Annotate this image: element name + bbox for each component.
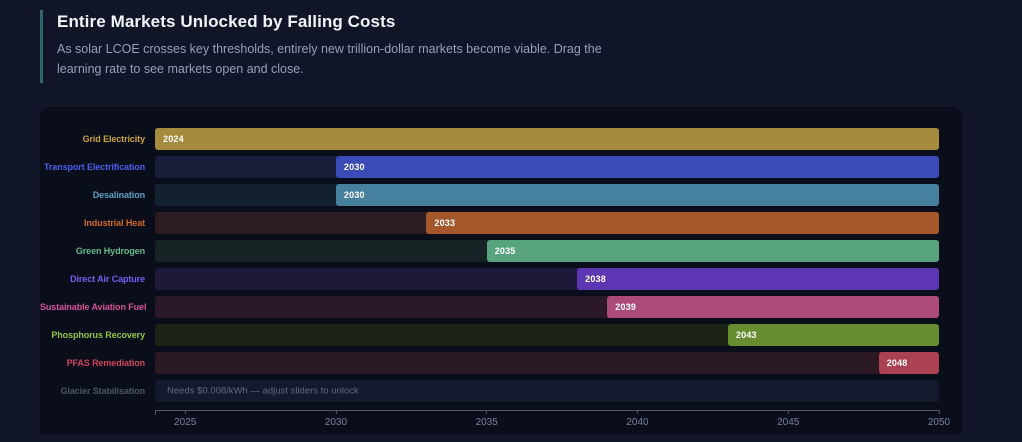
unlock-year-label: 2038 bbox=[585, 274, 606, 284]
tick-mark bbox=[335, 410, 337, 414]
tick-label: 2045 bbox=[777, 417, 800, 428]
unlock-year-label: 2024 bbox=[163, 134, 184, 144]
tick-label: 2050 bbox=[927, 417, 951, 428]
market-row: Green Hydrogen 2035 bbox=[40, 237, 939, 265]
tick-label: 2035 bbox=[475, 417, 498, 428]
x-axis-tick: 2035 bbox=[476, 410, 498, 428]
market-label: Glacier Stabilisation bbox=[60, 386, 146, 396]
chart-panel: Grid Electricity 2024 Transport Electrif… bbox=[40, 107, 962, 434]
unlock-year-label: 2030 bbox=[343, 190, 365, 200]
market-label: PFAS Remediation bbox=[66, 358, 146, 368]
x-axis-tick: 2045 bbox=[777, 410, 799, 428]
market-unlock-bar: 2039 bbox=[607, 296, 939, 318]
header: Entire Markets Unlocked by Falling Costs… bbox=[40, 10, 1022, 83]
x-axis-tick: 2025 bbox=[174, 410, 196, 428]
market-row: PFAS Remediation 2048 bbox=[40, 349, 939, 377]
market-track: 2033 bbox=[155, 212, 939, 234]
market-label: Green Hydrogen bbox=[75, 246, 145, 256]
tick-mark bbox=[787, 410, 789, 414]
tick-mark bbox=[184, 410, 186, 414]
x-axis-tick: 2050 bbox=[928, 410, 950, 428]
market-unlock-bar: 2030 bbox=[335, 156, 939, 178]
market-track: 2030 bbox=[155, 156, 939, 178]
unlock-year-label: 2039 bbox=[615, 302, 637, 312]
market-unlock-bar: 2035 bbox=[486, 240, 939, 262]
market-label: Direct Air Capture bbox=[70, 274, 145, 284]
tick-label: 2030 bbox=[324, 417, 348, 428]
market-track: 2039 bbox=[155, 296, 939, 318]
page-subtitle: As solar LCOE crosses key thresholds, en… bbox=[57, 42, 602, 76]
locked-message: Needs $0.008/kWh — adjust sliders to unl… bbox=[167, 385, 359, 397]
market-label: Desalination bbox=[92, 190, 145, 200]
market-label: Transport Electrification bbox=[43, 162, 145, 172]
tick-label: 2040 bbox=[626, 417, 649, 428]
market-unlock-bar: 2038 bbox=[577, 268, 939, 290]
market-track: 2048 bbox=[155, 352, 939, 374]
market-track: Needs $0.008/kWh — adjust sliders to unl… bbox=[155, 380, 939, 402]
chart-rows: Grid Electricity 2024 Transport Electrif… bbox=[40, 125, 939, 405]
market-row: Glacier Stabilisation Needs $0.008/kWh —… bbox=[40, 377, 939, 405]
market-track: 2035 bbox=[155, 240, 939, 262]
market-label: Industrial Heat bbox=[83, 218, 145, 228]
market-row: Phosphorus Recovery 2043 bbox=[40, 321, 939, 349]
market-row: Grid Electricity 2024 bbox=[40, 125, 939, 153]
unlock-year-label: 2048 bbox=[886, 358, 908, 368]
market-track: 2043 bbox=[155, 324, 939, 346]
market-row: Transport Electrification 2030 bbox=[40, 153, 939, 181]
market-unlock-bar: 2030 bbox=[335, 184, 939, 206]
page-title: Entire Markets Unlocked by Falling Costs bbox=[57, 12, 396, 31]
market-unlock-bar: 2048 bbox=[878, 352, 939, 374]
unlock-year-label: 2033 bbox=[434, 218, 456, 228]
unlock-year-label: 2043 bbox=[735, 330, 757, 340]
market-label: Phosphorus Recovery bbox=[51, 330, 145, 340]
market-unlock-bar: 2024 bbox=[155, 128, 939, 150]
market-row: Direct Air Capture 2038 bbox=[40, 265, 939, 293]
market-track: 2024 bbox=[155, 128, 939, 150]
x-axis-line bbox=[155, 410, 939, 415]
market-row: Sustainable Aviation Fuel 2039 bbox=[40, 293, 939, 321]
market-unlock-bar: 2043 bbox=[727, 324, 939, 346]
tick-mark bbox=[636, 410, 638, 414]
x-axis-tick: 2040 bbox=[626, 410, 649, 428]
x-axis-tick: 2030 bbox=[325, 410, 347, 428]
market-label: Sustainable Aviation Fuel bbox=[40, 302, 147, 312]
market-unlock-bar: 2033 bbox=[426, 212, 939, 234]
market-row: Industrial Heat 2033 bbox=[40, 209, 939, 237]
x-axis: 2025 2030 2035 2040 2045 2050 bbox=[155, 410, 950, 442]
market-row: Desalination 2030 bbox=[40, 181, 939, 209]
market-track: 2038 bbox=[155, 268, 939, 290]
tick-label: 2025 bbox=[174, 417, 197, 428]
tick-mark bbox=[938, 410, 940, 414]
unlock-year-label: 2030 bbox=[343, 162, 365, 172]
tick-mark bbox=[486, 410, 488, 414]
unlock-year-label: 2035 bbox=[494, 246, 516, 256]
market-track: 2030 bbox=[155, 184, 939, 206]
market-label: Grid Electricity bbox=[82, 134, 146, 144]
